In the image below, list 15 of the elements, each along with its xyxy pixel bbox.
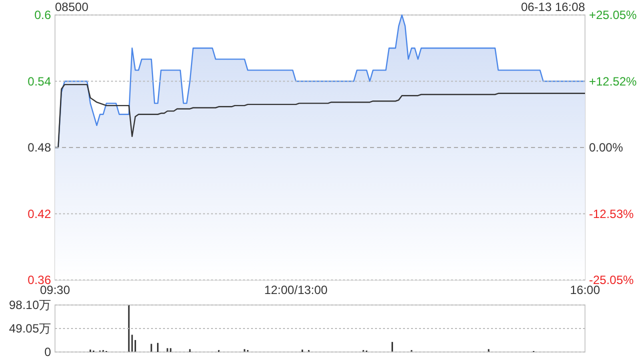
y-tick-label: 49.05万	[8, 322, 51, 336]
y2-tick-label: 0.00%	[589, 140, 624, 154]
line-series	[55, 84, 585, 148]
y2-tick-label: +12.52%	[589, 74, 638, 88]
y-tick-label: 0.42	[28, 206, 52, 221]
y2-tick-label: -12.53%	[589, 206, 634, 221]
y-tick-label: 0	[44, 345, 52, 359]
chart-title: 08500	[55, 0, 89, 14]
y-tick-label: 0.48	[28, 140, 52, 154]
y-tick-label: 98.10万	[8, 298, 51, 312]
y2-tick-label: +25.05%	[589, 8, 638, 22]
y-tick-label: 0.54	[28, 74, 52, 88]
y-tick-label: 0.6	[34, 8, 52, 22]
x-tick-label: 12:00/13:00	[264, 283, 328, 297]
text: 06-13 16:08	[520, 0, 586, 14]
